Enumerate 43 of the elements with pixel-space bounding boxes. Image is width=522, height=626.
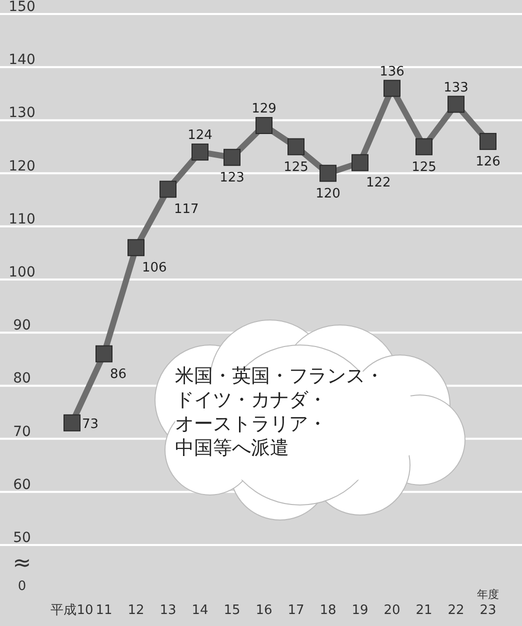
x-tick-label: 平成10 [50,603,94,618]
x-tick-label: 16 [256,603,272,618]
y-tick-label: 80 [13,370,31,387]
x-tick-label: 15 [224,603,240,618]
x-tick-label: 18 [320,603,336,618]
x-tick-label: 21 [416,603,432,618]
x-tick-label: 19 [352,603,368,618]
data-label: 125 [412,160,436,175]
x-axis-title: 年度 [477,588,499,601]
y-tick-label: 70 [13,424,31,440]
x-tick-label: 13 [160,603,176,618]
y-tick-label: 100 [8,264,36,280]
x-tick-label: 23 [480,603,496,618]
x-tick-label: 22 [448,603,464,618]
data-label: 122 [366,176,391,191]
y-tick-label: 120 [8,158,36,174]
annotation: 米国・英国・フランス・ドイツ・カナダ・オーストラリア・中国等へ派遣 [175,365,384,459]
y-tick-label: 50 [13,530,31,546]
data-label: 125 [284,160,308,175]
data-label: 106 [142,260,167,276]
y-tick-label: 130 [8,105,36,122]
data-label: 86 [110,366,127,382]
data-label: 129 [252,102,276,117]
data-label: 133 [444,80,468,96]
y-tick-label: 90 [13,318,31,334]
y-tick-label: 150 [8,0,36,15]
data-label: 120 [316,186,340,202]
x-tick-label: 14 [192,603,208,618]
data-label: 136 [380,64,404,80]
data-label: 117 [174,202,199,218]
text: ≈ [12,551,32,576]
data-label: 124 [188,128,212,144]
x-tick-label: 20 [384,603,400,618]
data-label: 73 [82,416,99,432]
x-tick-label: 11 [96,603,112,618]
y-tick-label: 140 [8,52,36,68]
y-tick-label: 110 [8,211,36,228]
data-label: 126 [476,154,500,170]
text: 0 [18,579,26,594]
x-tick-label: 17 [288,603,304,618]
x-tick-label: 12 [128,603,144,618]
y-tick-label: 60 [13,476,31,493]
data-label: 123 [220,170,244,186]
